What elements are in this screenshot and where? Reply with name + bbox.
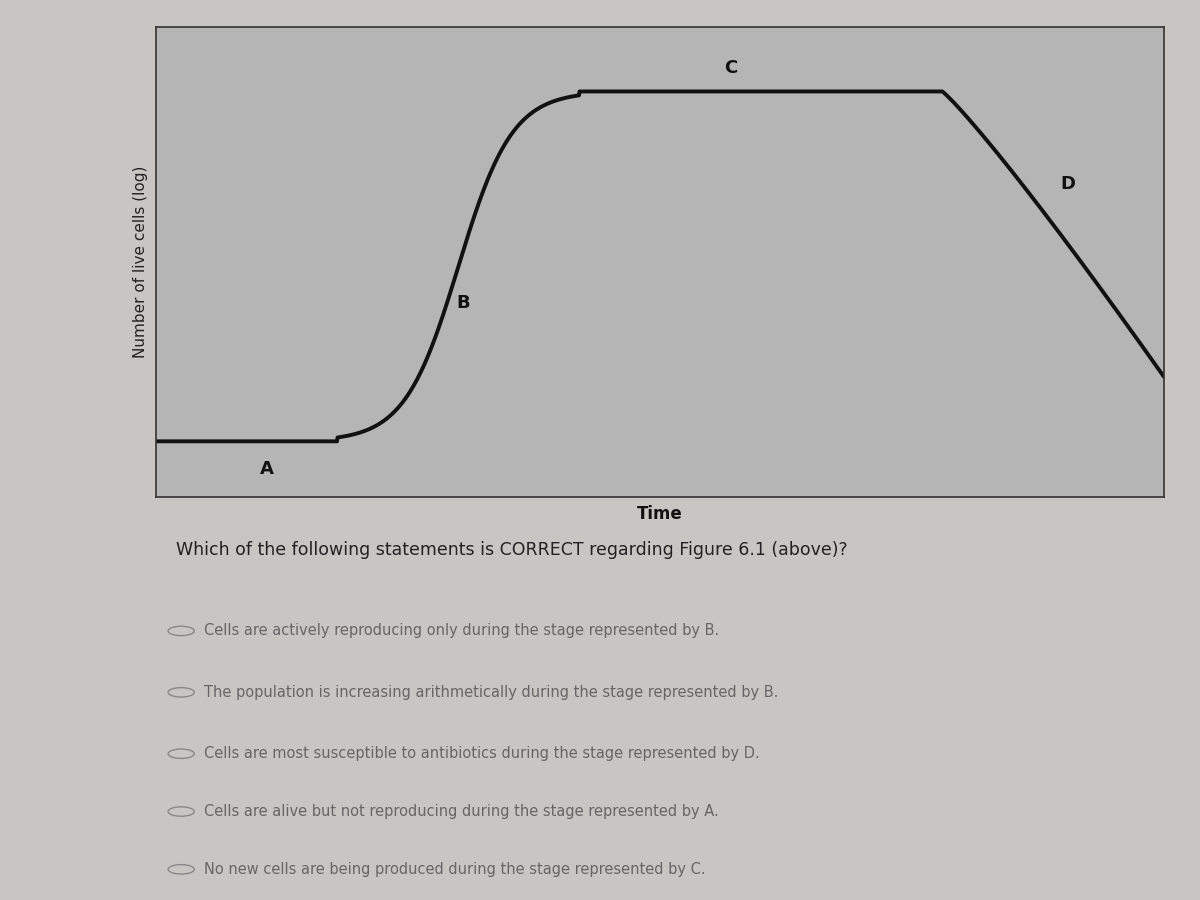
Text: Cells are actively reproducing only during the stage represented by B.: Cells are actively reproducing only duri…	[204, 624, 720, 638]
Text: C: C	[724, 59, 737, 77]
Text: A: A	[260, 460, 274, 478]
Text: Which of the following statements is CORRECT regarding Figure 6.1 (above)?: Which of the following statements is COR…	[176, 541, 847, 559]
Text: The population is increasing arithmetically during the stage represented by B.: The population is increasing arithmetica…	[204, 685, 779, 700]
Text: Cells are alive but not reproducing during the stage represented by A.: Cells are alive but not reproducing duri…	[204, 804, 719, 819]
Y-axis label: Number of live cells (log): Number of live cells (log)	[133, 166, 148, 358]
X-axis label: Time: Time	[637, 505, 683, 523]
Text: B: B	[457, 294, 470, 312]
Text: Cells are most susceptible to antibiotics during the stage represented by D.: Cells are most susceptible to antibiotic…	[204, 746, 760, 761]
Text: No new cells are being produced during the stage represented by C.: No new cells are being produced during t…	[204, 862, 706, 877]
Text: D: D	[1061, 175, 1075, 193]
